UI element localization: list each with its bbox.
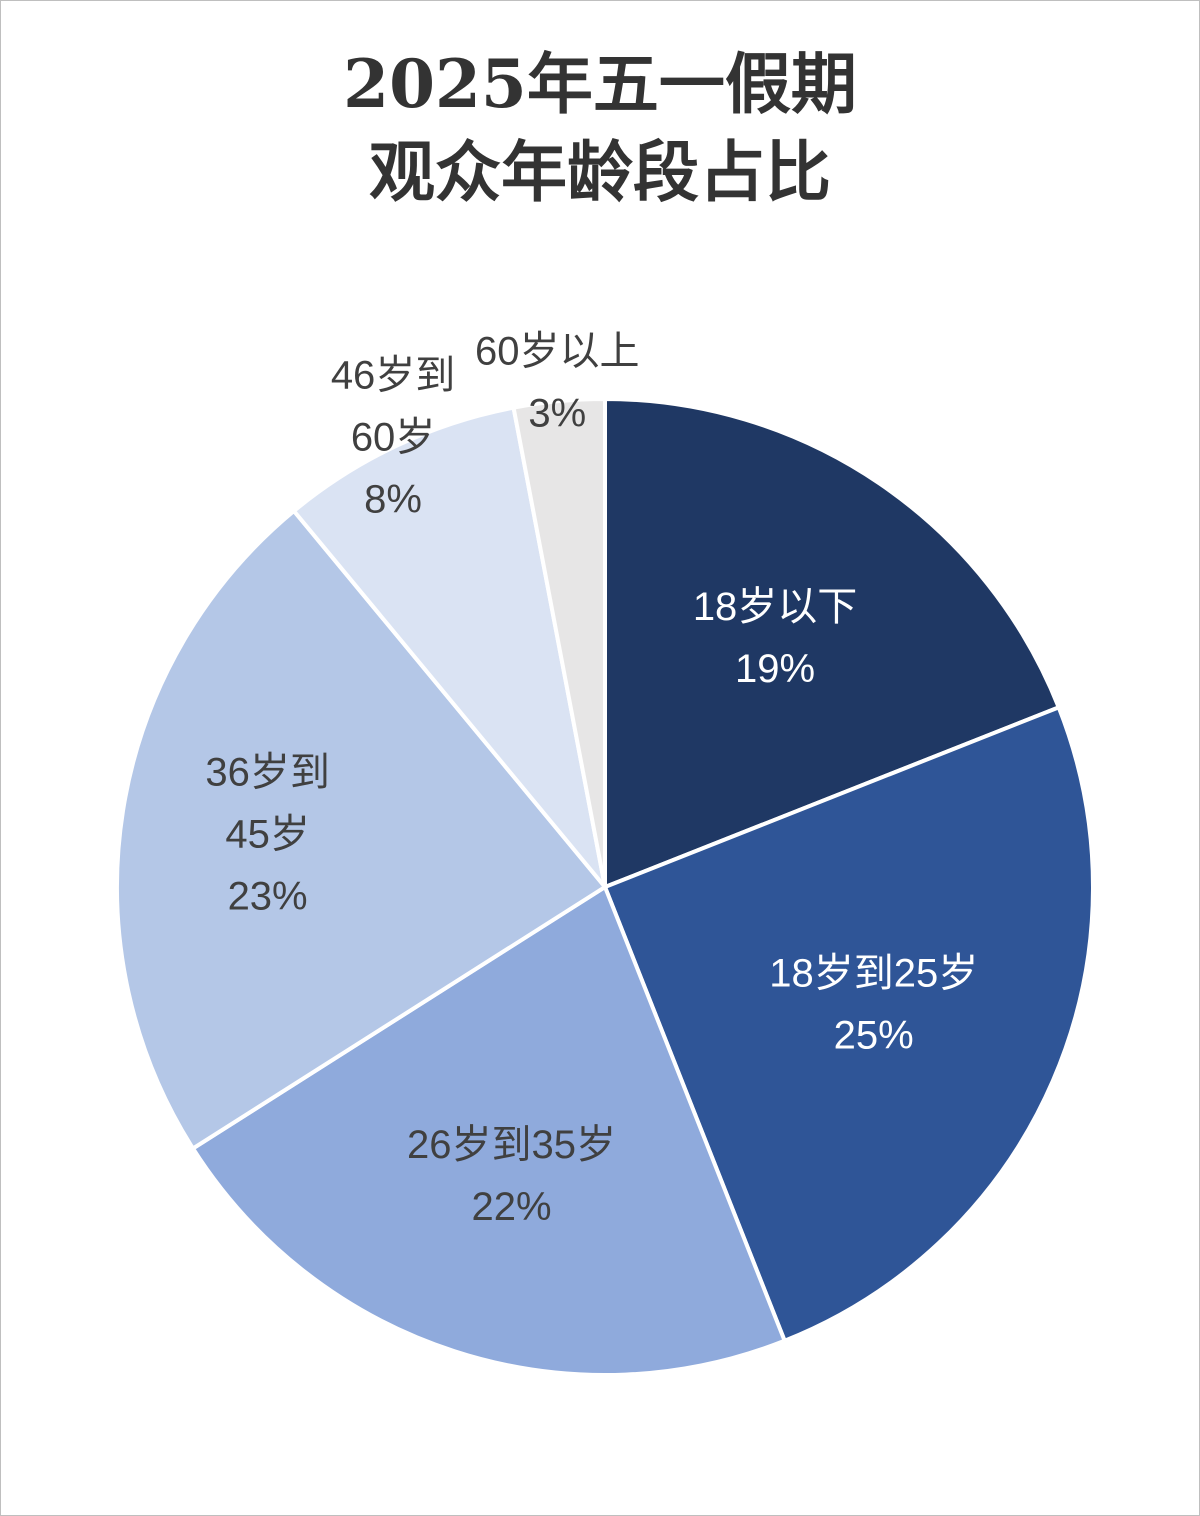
slice-category-label: 18岁以下	[693, 585, 858, 629]
pie-slice	[602, 704, 1095, 1344]
pie-slice	[603, 396, 1062, 890]
chart-title-line-2: 观众年龄段占比	[369, 133, 831, 211]
slice-percent-label: 8%	[364, 478, 422, 522]
slice-label: 46岁到 60岁 8%	[331, 354, 456, 522]
pie-slice	[291, 405, 607, 889]
slice-label: 26岁到35岁 22%	[407, 1123, 616, 1229]
slice-percent-label: 23%	[228, 875, 308, 919]
slice-category-label: 18岁到25岁	[769, 951, 978, 995]
slice-category-label: 60岁	[351, 416, 436, 460]
slice-percent-label: 3%	[528, 392, 586, 436]
slice-label: 18岁以下 19%	[693, 585, 858, 691]
slice-category-label: 26岁到35岁	[407, 1123, 616, 1167]
slice-category-label: 45岁	[225, 813, 310, 857]
pie-slice	[115, 508, 608, 1152]
slice-percent-label: 19%	[735, 647, 815, 691]
slice-label: 60岁以上 3%	[475, 330, 640, 436]
slice-category-label: 36岁到	[205, 751, 330, 795]
slice-percent-label: 25%	[834, 1013, 914, 1057]
slice-category-label: 60岁以上	[475, 330, 640, 374]
chart-title-line-1: 2025年五一假期	[343, 45, 857, 123]
slice-percent-label: 22%	[471, 1185, 551, 1229]
pie-slice	[190, 884, 788, 1377]
pie-slice	[511, 396, 607, 888]
slice-label: 18岁到25岁 25%	[769, 951, 978, 1057]
slice-label: 36岁到 45岁 23%	[205, 751, 330, 919]
chart-title: 2025年五一假期 观众年龄段占比	[0, 40, 1200, 216]
slice-category-label: 46岁到	[331, 354, 456, 398]
